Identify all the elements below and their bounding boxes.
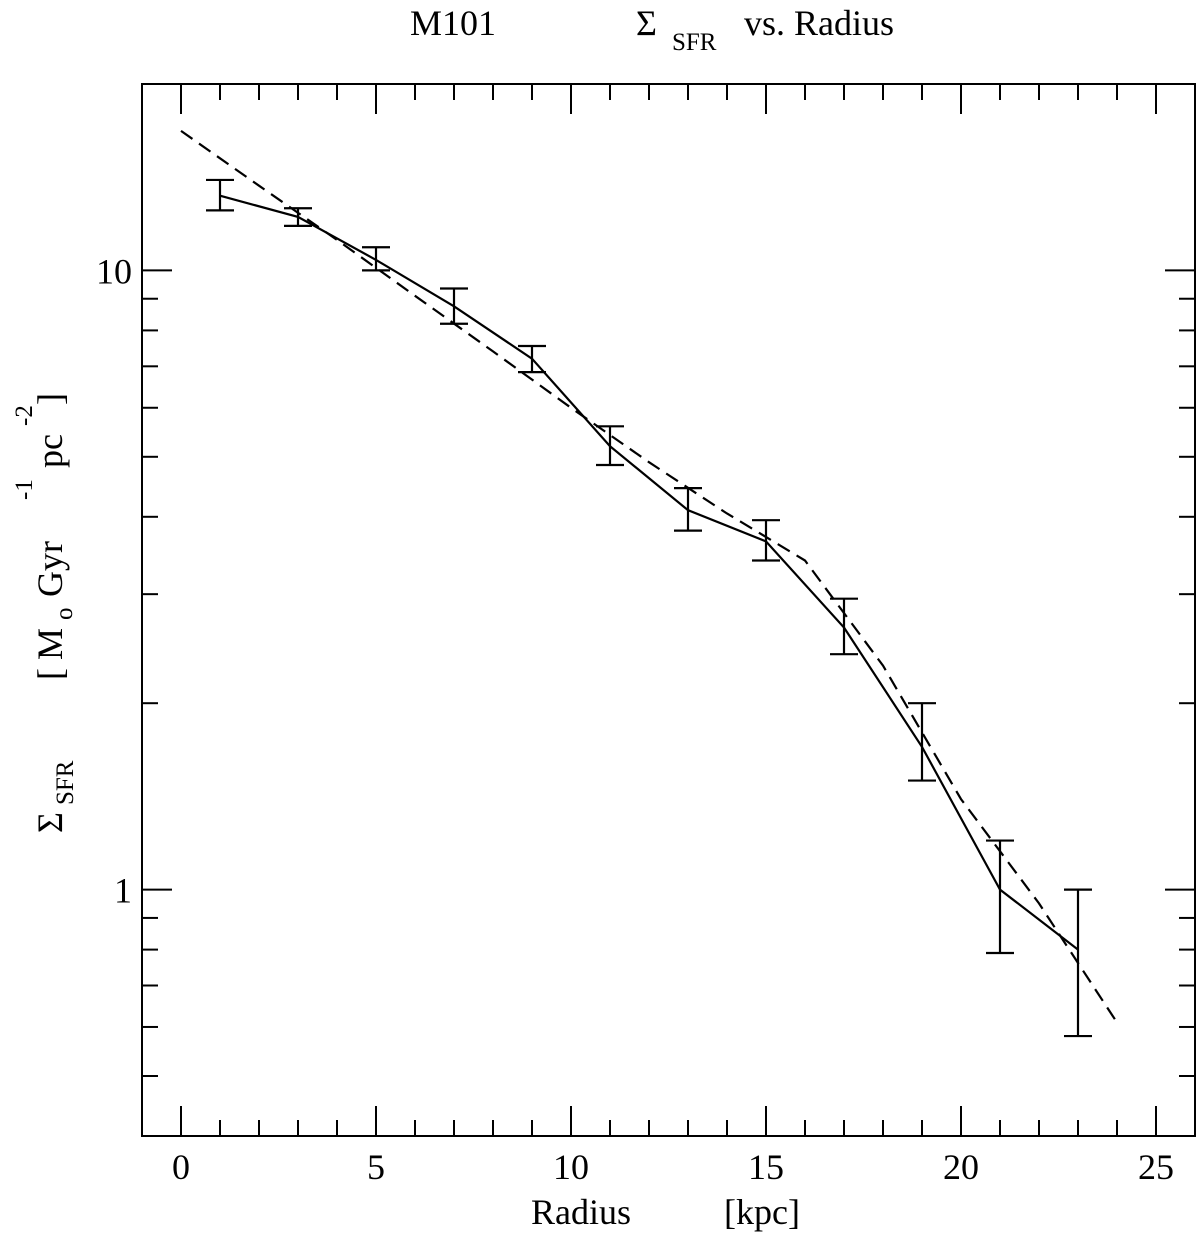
x-tick-label: 15 (748, 1147, 784, 1187)
x-axis-label: Radius [kpc] (531, 1192, 800, 1232)
y-label-pc-exponent: -2 (11, 405, 38, 426)
x-axis-label-name: Radius (531, 1192, 631, 1232)
error-bar (986, 839, 1014, 955)
error-bar (518, 344, 546, 374)
y-label-sigma-subscript: SFR (52, 760, 79, 805)
x-tick-label: 5 (367, 1147, 385, 1187)
solid-data-line (219, 194, 1079, 951)
y-label-msun-subscript: o (51, 608, 78, 621)
axis-ticks (142, 83, 1195, 1137)
error-bar (284, 207, 312, 227)
title-sigma-subscript: SFR (672, 29, 717, 56)
y-tick-labels: 1 10 (96, 251, 132, 910)
error-bar (1064, 888, 1092, 1038)
error-bars (206, 178, 1092, 1038)
error-bar (674, 487, 702, 532)
title-sigma: Σ (636, 3, 657, 43)
error-bar (908, 702, 936, 782)
y-label-gyr: Gyr (30, 541, 70, 597)
title-rest: vs. Radius (744, 3, 894, 43)
y-axis-label: Σ SFR [ M o Gyr -1 pc -2 ] (11, 393, 79, 833)
x-tick-labels: 0 5 10 15 20 25 (172, 1147, 1174, 1187)
y-label-gyr-exponent: -1 (11, 479, 38, 500)
chart-title: M101 Σ SFR vs. Radius (410, 3, 894, 56)
x-axis-label-unit: [kpc] (724, 1192, 800, 1232)
error-bar (752, 519, 780, 562)
x-tick-label: 10 (553, 1147, 589, 1187)
dashed-series (180, 129, 1118, 1024)
x-tick-label: 20 (943, 1147, 979, 1187)
x-tick-label: 25 (1138, 1147, 1174, 1187)
error-bar (830, 597, 858, 656)
error-bar (362, 246, 390, 272)
error-bar (206, 178, 234, 212)
y-label-bracket-open: [ (30, 668, 70, 680)
x-tick-label: 0 (172, 1147, 190, 1187)
y-label-sigma: Σ (30, 812, 70, 833)
plot-frame (141, 83, 1196, 1137)
y-tick-label: 10 (96, 251, 132, 291)
error-bar (440, 287, 468, 325)
y-tick-label: 1 (114, 871, 132, 911)
solid-series (219, 194, 1079, 951)
title-galaxy: M101 (410, 3, 496, 43)
error-bar (596, 425, 624, 467)
y-label-bracket-close: ] (30, 393, 70, 405)
y-label-pc: pc (30, 434, 70, 468)
dashed-fit-line (180, 129, 1118, 1024)
y-label-msun: M (30, 628, 70, 660)
